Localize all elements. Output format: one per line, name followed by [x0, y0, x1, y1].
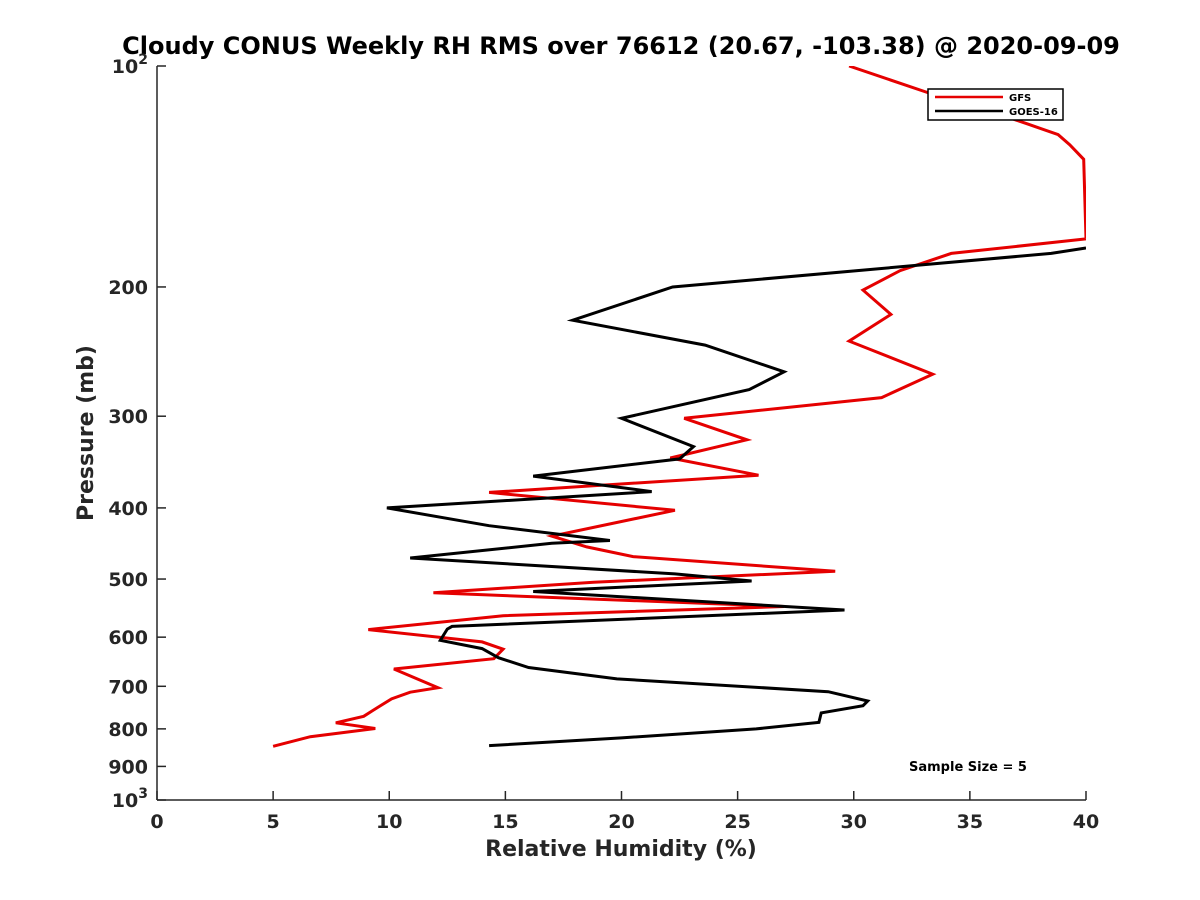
y-tick-label: 700: [108, 676, 148, 698]
series-group: [272, 66, 1086, 748]
y-tick-label: 500: [108, 569, 148, 591]
x-tick-label: 20: [608, 811, 634, 833]
x-tick-label: 40: [1073, 811, 1099, 833]
x-tick-label: 30: [841, 811, 867, 833]
x-axis-label: Relative Humidity (%): [485, 837, 757, 862]
sample-size-annotation: Sample Size = 5: [909, 760, 1027, 775]
legend-label-goes16: GOES-16: [1009, 107, 1058, 118]
y-tick-label: 102: [112, 52, 148, 78]
y-tick-label: 900: [108, 756, 148, 778]
x-ticks: 0 5 10 15 20 25 30 35 40: [150, 791, 1099, 833]
y-tick-label: 300: [108, 406, 148, 428]
y-tick-label: 103: [112, 786, 148, 812]
legend-label-gfs: GFS: [1009, 93, 1031, 104]
legend: GFS GOES-16: [927, 88, 1064, 121]
y-ticks: 102 200 300 400 500 600 700 800 900 103: [108, 52, 166, 812]
x-tick-label: 5: [267, 811, 280, 833]
chart-title: Cloudy CONUS Weekly RH RMS over 76612 (2…: [122, 32, 1120, 60]
x-tick-label: 35: [957, 811, 983, 833]
y-tick-label: 600: [108, 627, 148, 649]
y-axis-label: Pressure (mb): [74, 345, 99, 521]
series-line-goes16: [386, 246, 1086, 748]
x-tick-label: 10: [376, 811, 402, 833]
series-line-gfs: [272, 66, 1086, 748]
x-tick-label: 25: [724, 811, 750, 833]
legend-box: [927, 88, 1064, 121]
y-tick-label: 800: [108, 719, 148, 741]
x-tick-label: 15: [492, 811, 518, 833]
y-tick-label: 400: [108, 498, 148, 520]
x-tick-label: 0: [150, 811, 163, 833]
y-tick-label: 200: [108, 277, 148, 299]
